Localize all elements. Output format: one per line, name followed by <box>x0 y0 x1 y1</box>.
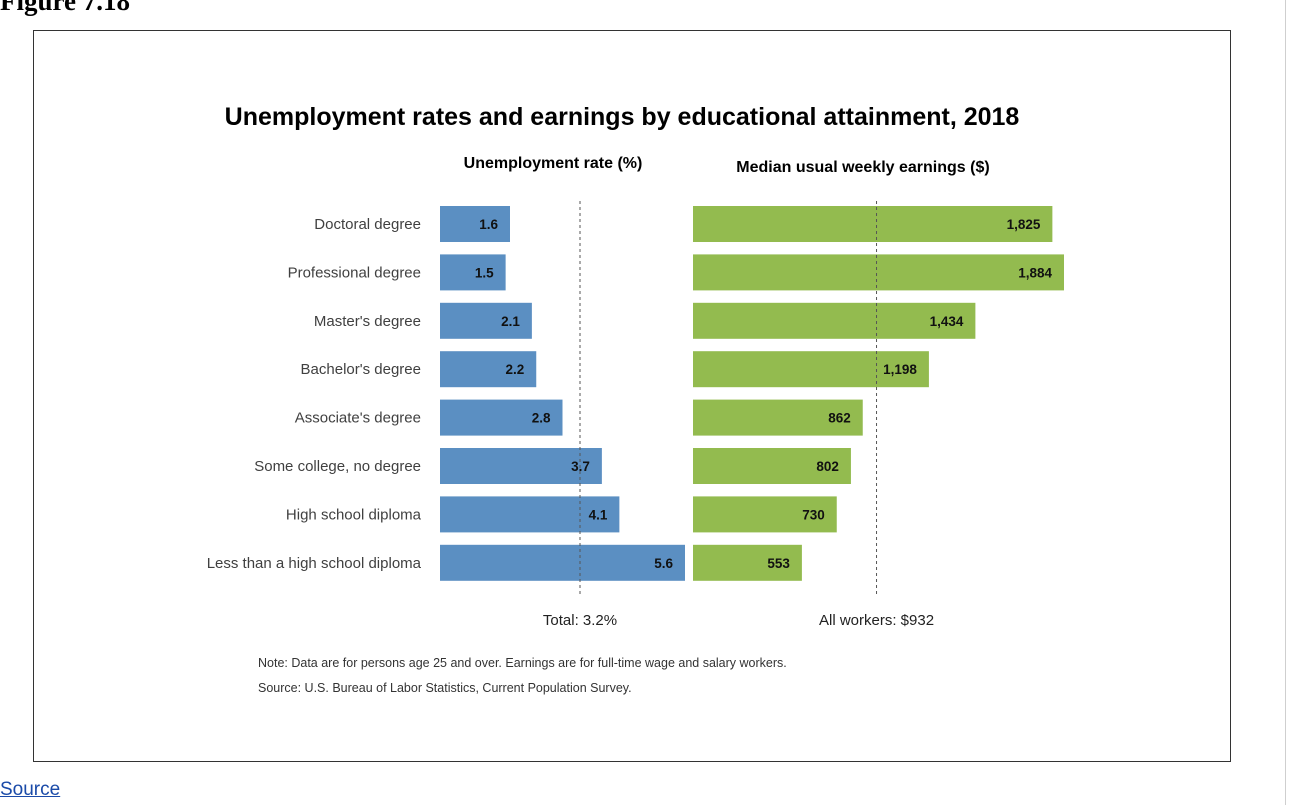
figure-title: Figure 7.18 <box>0 0 130 16</box>
chart: Unemployment rates and earnings by educa… <box>207 103 1064 695</box>
unemployment-value-label: 1.6 <box>479 217 498 232</box>
chart-title: Unemployment rates and earnings by educa… <box>225 103 1020 131</box>
unemployment-value-label: 2.1 <box>501 314 520 329</box>
category-label: Master's degree <box>314 313 421 330</box>
chart-source-note: Source: U.S. Bureau of Labor Statistics,… <box>258 681 632 695</box>
unemployment-value-label: 2.8 <box>532 411 551 426</box>
category-label: Professional degree <box>288 264 421 281</box>
earnings-value-label: 1,825 <box>1007 217 1041 232</box>
figure-frame: Unemployment rates and earnings by educa… <box>33 30 1231 762</box>
earnings-panel-title: Median usual weekly earnings ($) <box>736 159 989 176</box>
earnings-value-label: 1,198 <box>883 362 917 377</box>
unemployment-bar <box>440 206 510 242</box>
earnings-value-label: 1,434 <box>930 314 964 329</box>
unemployment-bar <box>440 496 620 533</box>
category-label: High school diploma <box>286 506 422 523</box>
earnings-bar <box>693 302 976 339</box>
unemployment-bar <box>440 254 506 291</box>
earnings-value-label: 802 <box>816 459 839 474</box>
unemployment-value-label: 1.5 <box>475 265 494 280</box>
earnings-bar <box>693 399 863 436</box>
earnings-bar <box>693 206 1053 242</box>
unemployment-bar <box>440 544 685 581</box>
reference-lines: Total: 3.2% All workers: $932 <box>543 201 934 629</box>
unemployment-value-label: 5.6 <box>654 556 673 571</box>
source-link[interactable]: Source <box>0 779 61 800</box>
category-labels: Doctoral degree Professional degree Master… <box>207 216 422 572</box>
earnings-bar <box>693 496 837 533</box>
unemployment-panel-title: Unemployment rate (%) <box>464 155 643 172</box>
unemployment-bar <box>440 302 532 339</box>
earnings-bar <box>693 254 1064 291</box>
earnings-bar <box>693 448 851 484</box>
earnings-bar <box>693 544 802 581</box>
earnings-reference-label: All workers: $932 <box>819 612 934 629</box>
unemployment-bar <box>440 399 563 436</box>
category-label: Associate's degree <box>295 410 421 427</box>
unemployment-bar <box>440 351 537 388</box>
unemployment-reference-label: Total: 3.2% <box>543 612 617 629</box>
category-label: Some college, no degree <box>254 458 421 475</box>
category-label: Bachelor's degree <box>301 361 421 378</box>
unemployment-bars: 1.61.52.12.22.83.74.15.6 <box>440 206 685 581</box>
chart-note: Note: Data are for persons age 25 and ov… <box>258 656 787 670</box>
unemployment-value-label: 4.1 <box>589 507 608 522</box>
category-label: Less than a high school diploma <box>207 555 422 572</box>
earnings-value-label: 730 <box>802 507 825 522</box>
earnings-value-label: 1,884 <box>1018 265 1052 280</box>
page-edge-rule <box>1285 0 1286 805</box>
category-label: Doctoral degree <box>314 216 421 233</box>
earnings-value-label: 553 <box>767 556 790 571</box>
earnings-value-label: 862 <box>828 411 851 426</box>
earnings-bar <box>693 351 929 388</box>
unemployment-bar <box>440 448 602 484</box>
earnings-bars: 1,825 1,884 1,434 1,198 862 802 730 553 <box>693 206 1064 581</box>
unemployment-value-label: 2.2 <box>505 362 524 377</box>
